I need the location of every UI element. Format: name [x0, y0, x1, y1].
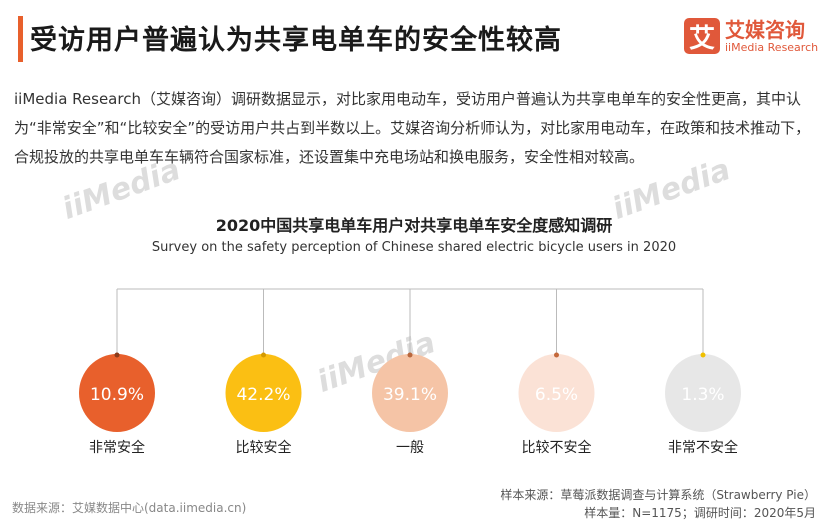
title-accent-bar [18, 16, 23, 62]
logo-en: iiMedia Research [725, 40, 819, 54]
bubble-2 [372, 354, 448, 432]
value-label: 1.3% [681, 385, 724, 405]
value-label: 39.1% [383, 385, 437, 405]
bubble-4 [665, 354, 741, 432]
logo: 艾 艾媒咨询 iiMedia Research [684, 18, 818, 54]
bubble-dot [554, 352, 559, 358]
category-label: 非常安全 [89, 439, 145, 456]
page-title: 受访用户普遍认为共享电单车的安全性较高 [30, 25, 562, 56]
bubble-3 [518, 354, 595, 432]
bubble-1 [225, 354, 302, 432]
category-label: 比较安全 [236, 439, 292, 456]
category-label: 比较不安全 [522, 439, 592, 456]
logo-cn: 艾媒咨询 [725, 17, 805, 42]
bubble-0 [79, 354, 155, 432]
sample-info: 样本量：N=1175；调研时间：2020年5月 [584, 506, 816, 520]
bubble-dot [407, 352, 413, 358]
value-label: 42.2% [236, 385, 290, 405]
value-label: 6.5% [535, 385, 578, 405]
logo-icon: 艾 [684, 18, 720, 54]
bubble-dot [261, 352, 266, 358]
bubble-dot [114, 352, 120, 358]
chart-title: 2020中国共享电单车用户对共享电单车安全度感知调研 [215, 216, 613, 235]
category-label: 非常不安全 [668, 439, 738, 456]
bubble-dot [700, 352, 706, 358]
chart-subtitle: Survey on the safety perception of Chine… [151, 240, 677, 255]
sample-source: 样本来源：草莓派数据调查与计算系统（Strawberry Pie） [500, 488, 816, 502]
data-source: 数据来源：艾媒数据中心(data.iimedia.cn) [12, 501, 247, 515]
value-label: 10.9% [90, 385, 144, 405]
category-label: 一般 [396, 440, 424, 456]
description: iiMedia Research（艾媒咨询）调研数据显示，对比家用电动车，受访用… [14, 90, 811, 166]
